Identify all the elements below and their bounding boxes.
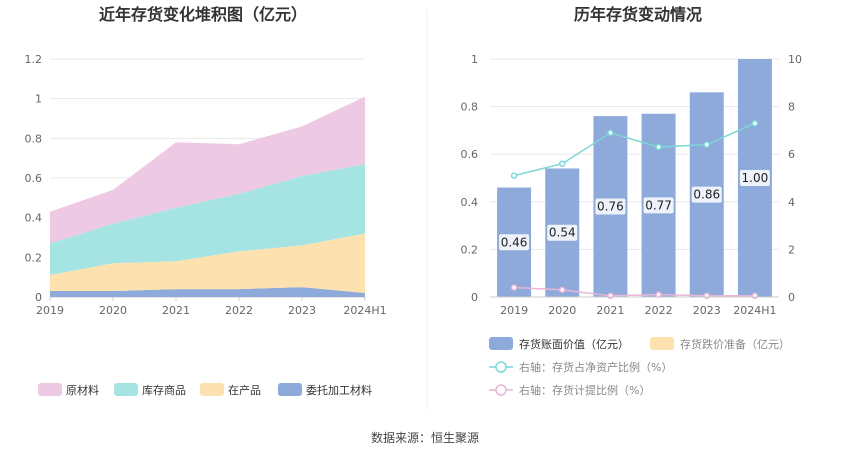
left-y-tick-label: 1 (35, 93, 42, 106)
line-point (751, 120, 759, 127)
bar-label-bg (739, 170, 770, 186)
right-x-tick-label: 2023 (693, 304, 721, 317)
left-y-tick-label: 0.4 (25, 212, 43, 225)
right-right-y-tick-label: 2 (788, 243, 795, 256)
left-y-tick-label: 0.6 (25, 172, 43, 185)
left-y-axis: 0 0.2 0.4 0.6 0.8 1 1.2 (25, 53, 43, 304)
right-x-tick-label: 2021 (596, 304, 624, 317)
line-point (751, 292, 759, 300)
right-chart-title: 历年存货变动情况 (574, 5, 702, 24)
legend-swatch (38, 383, 62, 396)
bar-line-chart: 历年存货变动情况 0.460.540.76 0.770.861.00 00.20.… (461, 5, 803, 397)
left-x-tick-label: 2020 (99, 304, 127, 317)
legend-swatch (489, 337, 513, 350)
bar-value-label: 0.86 (693, 188, 720, 202)
left-y-tick-label: 1.2 (25, 53, 43, 66)
line-point (655, 291, 662, 298)
left-x-tick-label: 2022 (225, 304, 253, 317)
legend-label: 右轴：存货占净资产比例（%） (519, 360, 672, 374)
bar-label-bg (595, 198, 626, 215)
left-x-tick-label: 2023 (288, 304, 316, 317)
line-point (510, 172, 518, 179)
legend-label: 右轴：存货计提比例（%） (519, 383, 650, 397)
legend-label: 存货账面价值（亿元） (519, 337, 629, 351)
right-right-y-tick-label: 8 (788, 101, 795, 114)
legend-swatch (200, 383, 224, 396)
legend-label: 委托加工材料 (306, 383, 372, 397)
line-point (559, 286, 566, 294)
line-point (559, 160, 566, 167)
right-legend: 存货账面价值（亿元） 存货跌价准备（亿元） 右轴：存货占净资产比例（%） 右轴：存货计… (489, 337, 790, 397)
legend-label: 原材料 (66, 383, 99, 397)
left-x-tick-label: 2024H1 (343, 304, 386, 317)
area-0 (50, 287, 365, 297)
bar-label-bg (499, 234, 530, 251)
line-point (607, 292, 614, 300)
right-left-y-tick-label: 0.4 (461, 196, 479, 209)
right-grid (490, 58, 779, 298)
left-chart-title: 近年存货变化堆积图（亿元） (99, 5, 307, 24)
legend-swatch (278, 383, 302, 396)
legend-swatch (650, 337, 674, 350)
line-point (703, 141, 710, 148)
right-right-y-tick-label: 6 (788, 148, 795, 161)
right-right-y-tick-label: 4 (788, 196, 795, 209)
legend-label: 库存商品 (142, 383, 186, 397)
line-series-0 (513, 122, 756, 177)
legend-swatch (114, 383, 138, 396)
bar-label-bg (691, 186, 722, 203)
bar-value-label: 1.00 (742, 171, 769, 185)
right-x-tick-label: 2022 (645, 304, 673, 317)
right-left-y-axis: 0 0.2 0.4 0.6 0.8 1 (461, 53, 479, 304)
bar-label-bg (643, 197, 674, 214)
right-left-y-tick-label: 0 (471, 291, 478, 304)
bar-value-label: 0.77 (645, 198, 672, 212)
right-right-y-tick-label: 10 (788, 53, 802, 66)
bar-value-label: 0.76 (597, 200, 624, 214)
line-point (510, 284, 518, 291)
right-left-y-tick-label: 0.8 (461, 101, 479, 114)
right-bars: 0.46 0.54 0.76 0.77 0.86 1.00 (497, 59, 772, 298)
right-right-y-tick-label: 0 (788, 291, 795, 304)
left-legend: 原材料 库存商品 在产品 委托加工材料 (38, 383, 372, 397)
legend-marker (495, 384, 507, 396)
left-x-tick-label: 2021 (162, 304, 190, 317)
line-point (607, 129, 614, 137)
right-left-y-tick-label: 0.2 (461, 243, 479, 256)
bar-value-label: 0.54 (549, 226, 576, 240)
right-lines (510, 120, 759, 300)
area-2 (50, 164, 365, 276)
line-series-1 (514, 286, 755, 297)
bar-value-label: 0.46 (501, 235, 528, 249)
left-x-axis: 2019 2020 2021 2022 2023 2024H1 (36, 297, 387, 317)
area-1 (50, 233, 365, 294)
left-y-tick-label: 0 (35, 291, 42, 304)
right-x-tick-label: 2024H1 (733, 304, 776, 317)
left-y-tick-label: 0.2 (25, 251, 43, 264)
left-x-tick-label: 2019 (36, 304, 64, 317)
right-left-y-tick-label: 1 (471, 53, 478, 66)
right-x-tick-label: 2019 (500, 304, 528, 317)
left-areas (50, 96, 365, 297)
legend-marker (495, 361, 507, 373)
line-point (703, 292, 710, 300)
area-3 (50, 96, 365, 244)
legend-label: 存货跌价准备（亿元） (680, 337, 790, 351)
legend-label: 在产品 (228, 383, 261, 397)
right-right-y-axis: 0 2 4 6 8 10 (788, 53, 802, 304)
data-source: 数据来源：恒生聚源 (371, 430, 479, 445)
bar-label-bg (547, 224, 578, 241)
stacked-area-chart: 近年存货变化堆积图（亿元） 0 0.2 0.4 0.6 0.8 1 1.2 2019 2020… (25, 5, 387, 397)
left-y-tick-label: 0.8 (25, 132, 43, 145)
right-x-tick-label: 2020 (548, 304, 576, 317)
right-left-y-tick-label: 0.6 (461, 148, 479, 161)
line-point (655, 143, 662, 151)
right-x-axis: 2019 2020 2021 2022 2023 2024H1 (490, 296, 779, 317)
